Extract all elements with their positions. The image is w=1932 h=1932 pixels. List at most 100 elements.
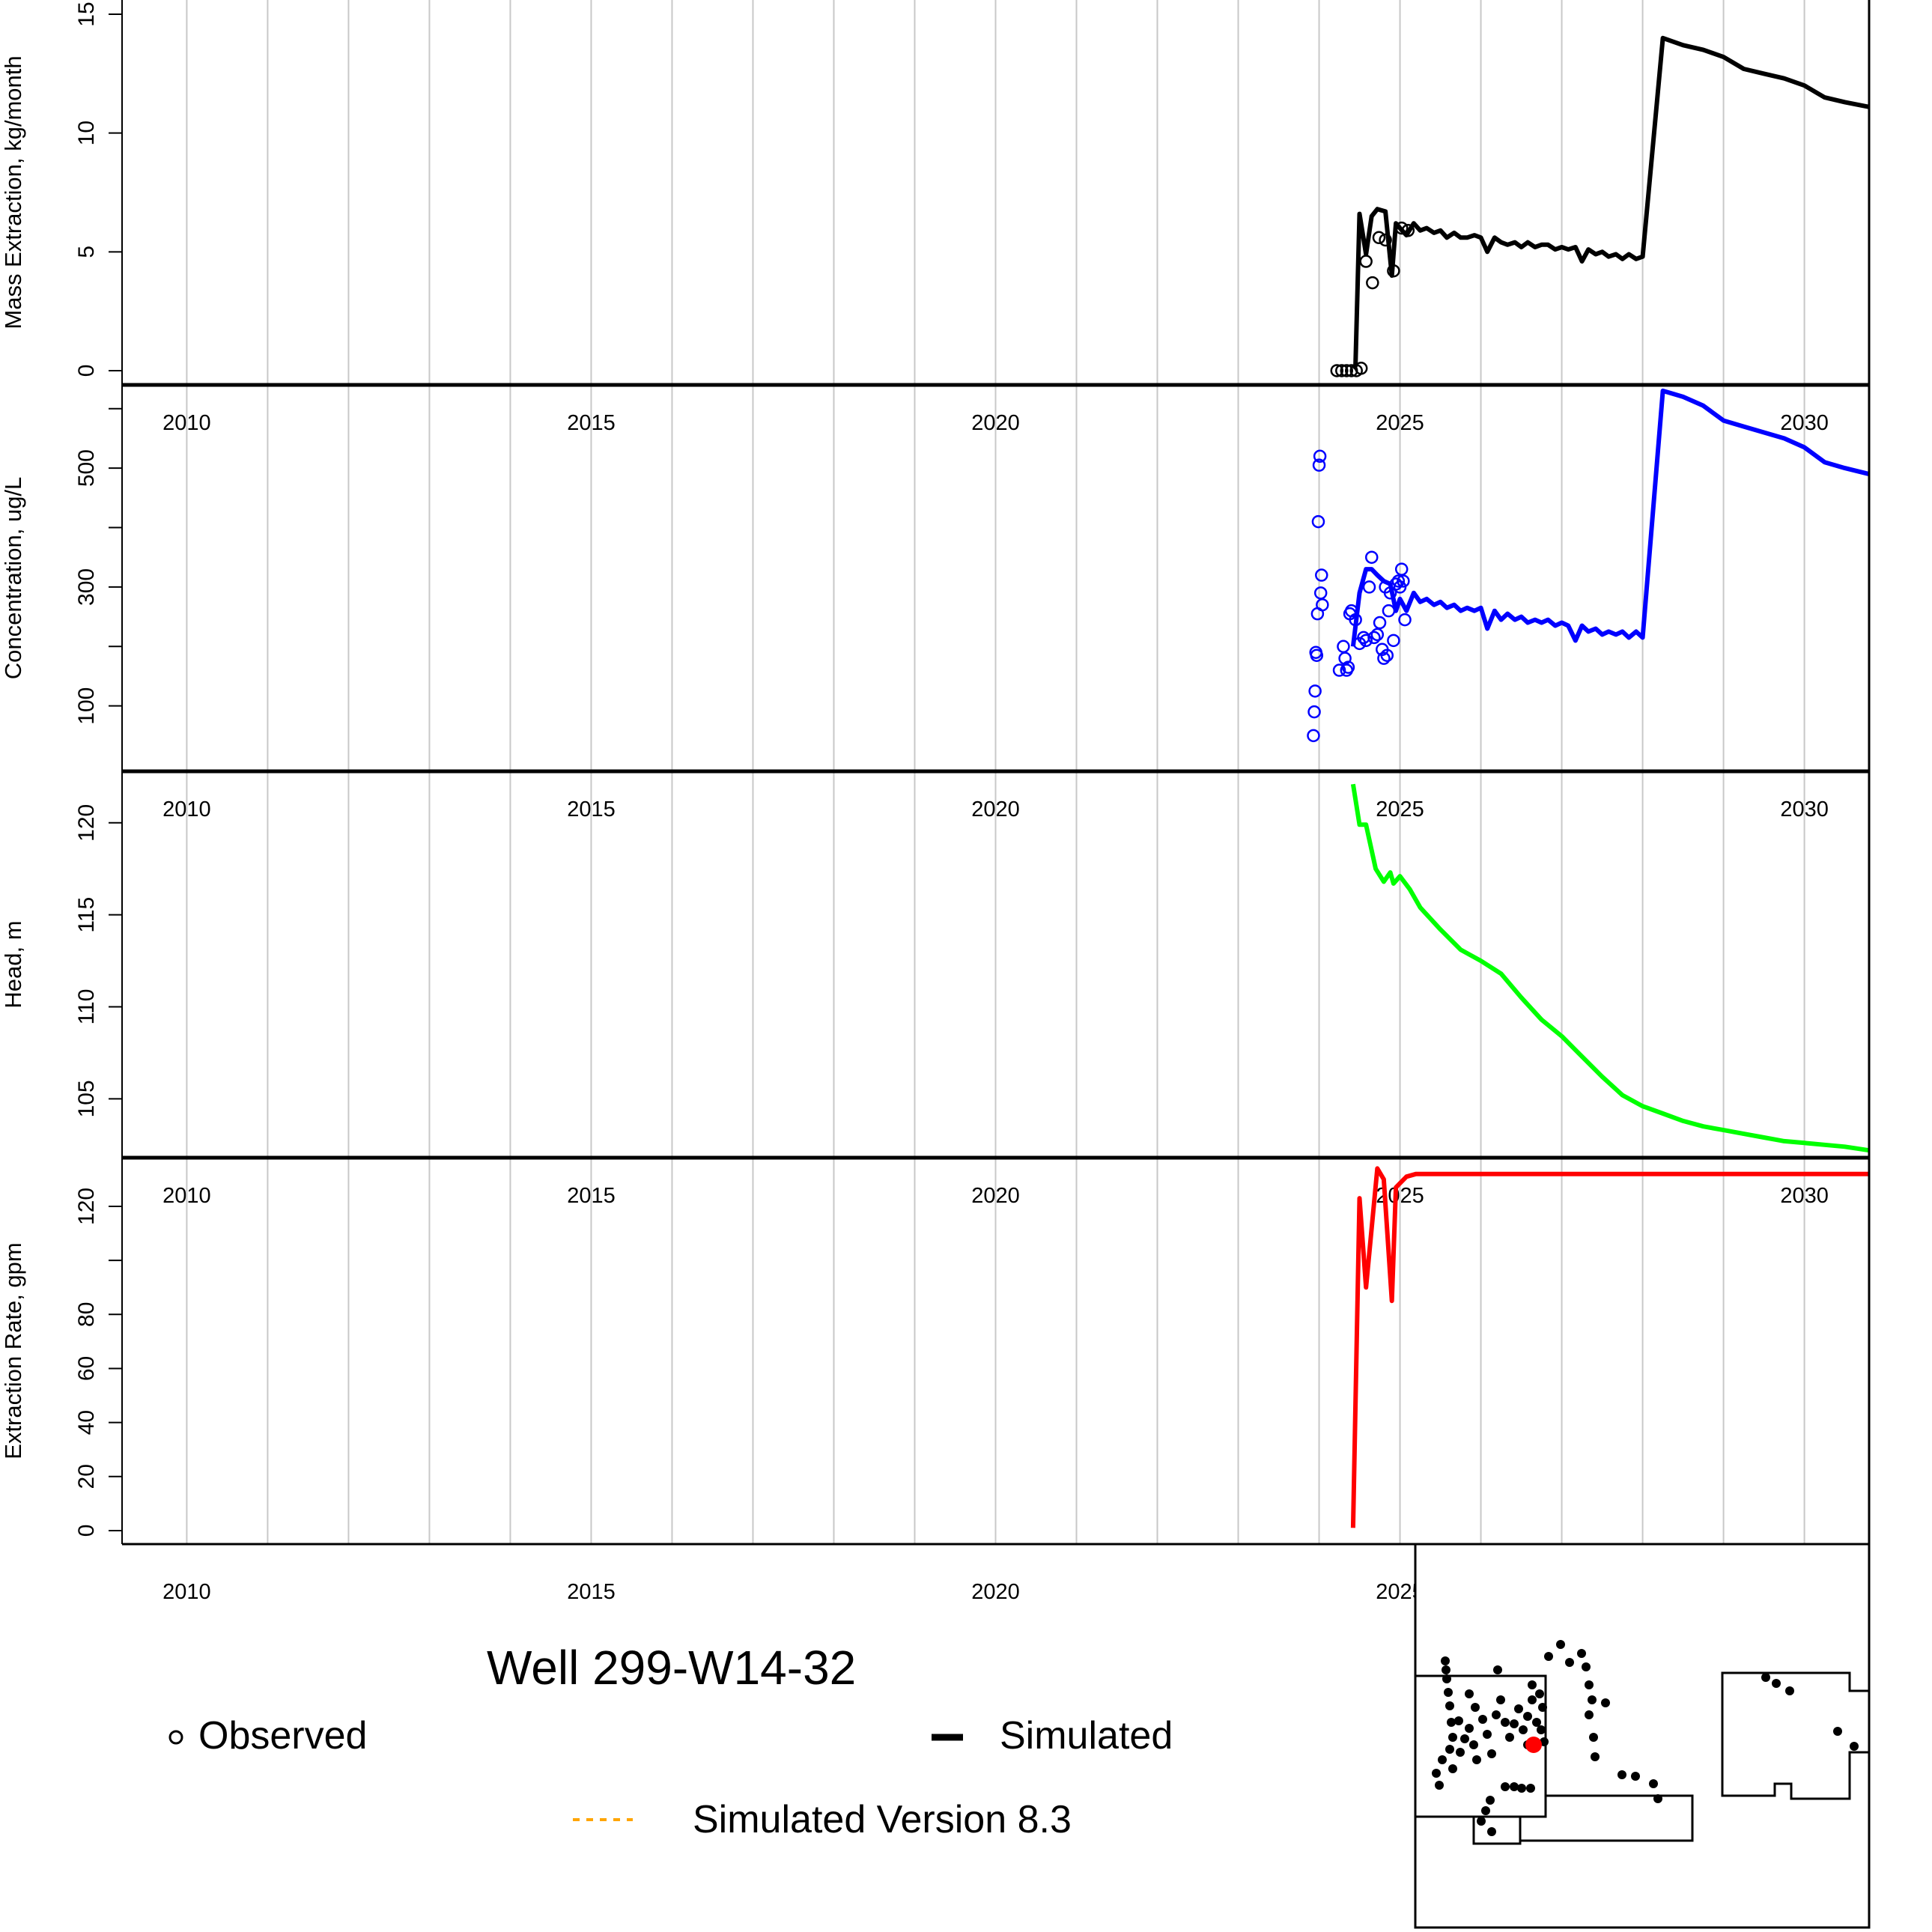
observed-point <box>1391 574 1406 588</box>
well-dot <box>1591 1752 1600 1761</box>
y-axis-label: Extraction Rate, gpm <box>0 1242 26 1459</box>
well-dot <box>1505 1733 1514 1742</box>
observed-point <box>1354 362 1368 375</box>
well-dot <box>1487 1827 1496 1836</box>
well-dot <box>1585 1680 1594 1689</box>
y-tick-label: 500 <box>74 449 99 487</box>
well-title: Well 299-W14-32 <box>487 1641 857 1695</box>
well-dot <box>1447 1718 1456 1727</box>
simulated-line <box>1351 35 1870 370</box>
site-boundary <box>1721 1671 1871 1800</box>
well-dot <box>1601 1698 1610 1707</box>
well-dot <box>1649 1779 1658 1788</box>
observed-point <box>1307 705 1321 719</box>
observed-point <box>1335 364 1349 377</box>
observed-point <box>1364 550 1379 564</box>
observed-point <box>1308 684 1322 698</box>
well-dot <box>1519 1725 1528 1734</box>
y-axis-label: Concentration, ug/L <box>0 477 26 680</box>
panel-4: 20102015202020252030020406080120Extracti… <box>0 1158 1869 1604</box>
well-dot <box>1653 1794 1662 1803</box>
x-tick-label: 2020 <box>971 1580 1020 1604</box>
y-tick-label: 80 <box>74 1302 99 1327</box>
observed-point <box>1387 264 1400 278</box>
well-dot <box>1772 1679 1781 1688</box>
simulated-v83-legend-line <box>573 1818 633 1821</box>
y-tick-label: 100 <box>74 687 99 725</box>
y-tick-label: 110 <box>74 989 99 1025</box>
y-tick-label: 115 <box>74 897 99 933</box>
well-dot <box>1617 1770 1626 1779</box>
observed-point <box>1397 574 1410 588</box>
observed-point <box>1373 616 1387 630</box>
well-dot <box>1445 1745 1454 1754</box>
y-tick-label: 10 <box>74 121 99 145</box>
well-dot <box>1528 1695 1537 1704</box>
observed-point <box>1370 628 1385 642</box>
observed-point <box>1307 729 1320 743</box>
observed-point <box>1349 613 1362 627</box>
y-tick-label: 120 <box>74 1188 99 1225</box>
observed-point <box>1332 663 1346 677</box>
observed-point <box>1379 233 1392 247</box>
well-dot <box>1528 1680 1537 1689</box>
observed-point <box>1313 449 1327 464</box>
observed-point <box>1341 660 1355 674</box>
observed-point <box>1372 231 1386 245</box>
well-dot <box>1589 1733 1598 1742</box>
well-dot <box>1526 1784 1535 1793</box>
observed-point <box>1340 364 1354 377</box>
well-dot <box>1577 1649 1586 1658</box>
y-axis-label: Head, m <box>0 920 26 1008</box>
y-tick-label: 20 <box>74 1464 99 1489</box>
observed-legend-label: Observed <box>198 1714 368 1758</box>
well-dot <box>1477 1817 1486 1826</box>
well-dot <box>1510 1719 1519 1728</box>
y-tick-label: 120 <box>74 804 99 842</box>
y-tick-label: 60 <box>74 1356 99 1381</box>
well-dot <box>1465 1724 1474 1733</box>
well-dot <box>1465 1689 1474 1698</box>
observed-point <box>1401 224 1415 237</box>
site-boundary <box>1472 1817 1522 1845</box>
well-dot <box>1761 1673 1770 1682</box>
well-dot <box>1460 1734 1469 1743</box>
y-tick-label: 105 <box>74 1080 99 1117</box>
well-dot <box>1432 1769 1441 1778</box>
observed-point <box>1316 598 1329 612</box>
well-dot <box>1540 1737 1549 1746</box>
well-dot <box>1517 1784 1526 1793</box>
observed-point <box>1394 221 1409 235</box>
well-dot <box>1469 1740 1478 1749</box>
panel-2: 2010 2015 2020 2025 2030100300500Concentrati… <box>0 385 1870 821</box>
observed-legend-marker <box>168 1730 183 1745</box>
simulated-line <box>1350 388 1870 647</box>
well-dot <box>1492 1710 1501 1719</box>
location-map-inset <box>1414 1543 1871 1929</box>
well-dot <box>1471 1703 1480 1712</box>
well-dot <box>1501 1718 1510 1727</box>
observed-point <box>1394 562 1409 576</box>
well-dot <box>1444 1688 1453 1697</box>
y-tick-label: 300 <box>74 568 99 606</box>
well-dot <box>1481 1806 1490 1815</box>
well-dot <box>1535 1689 1544 1698</box>
well-dot <box>1850 1742 1859 1751</box>
observed-point <box>1337 640 1350 654</box>
well-dot <box>1785 1686 1794 1695</box>
well-dot <box>1483 1730 1492 1739</box>
well-dot <box>1487 1749 1496 1758</box>
well-dot <box>1588 1695 1597 1704</box>
well-dot <box>1538 1703 1547 1712</box>
well-dot <box>1501 1782 1510 1791</box>
well-dot <box>1585 1710 1594 1719</box>
well-dot <box>1532 1718 1541 1727</box>
site-boundary <box>1520 1794 1694 1842</box>
observed-point <box>1366 276 1379 290</box>
well-dot <box>1448 1764 1457 1773</box>
well-dot <box>1438 1755 1447 1764</box>
